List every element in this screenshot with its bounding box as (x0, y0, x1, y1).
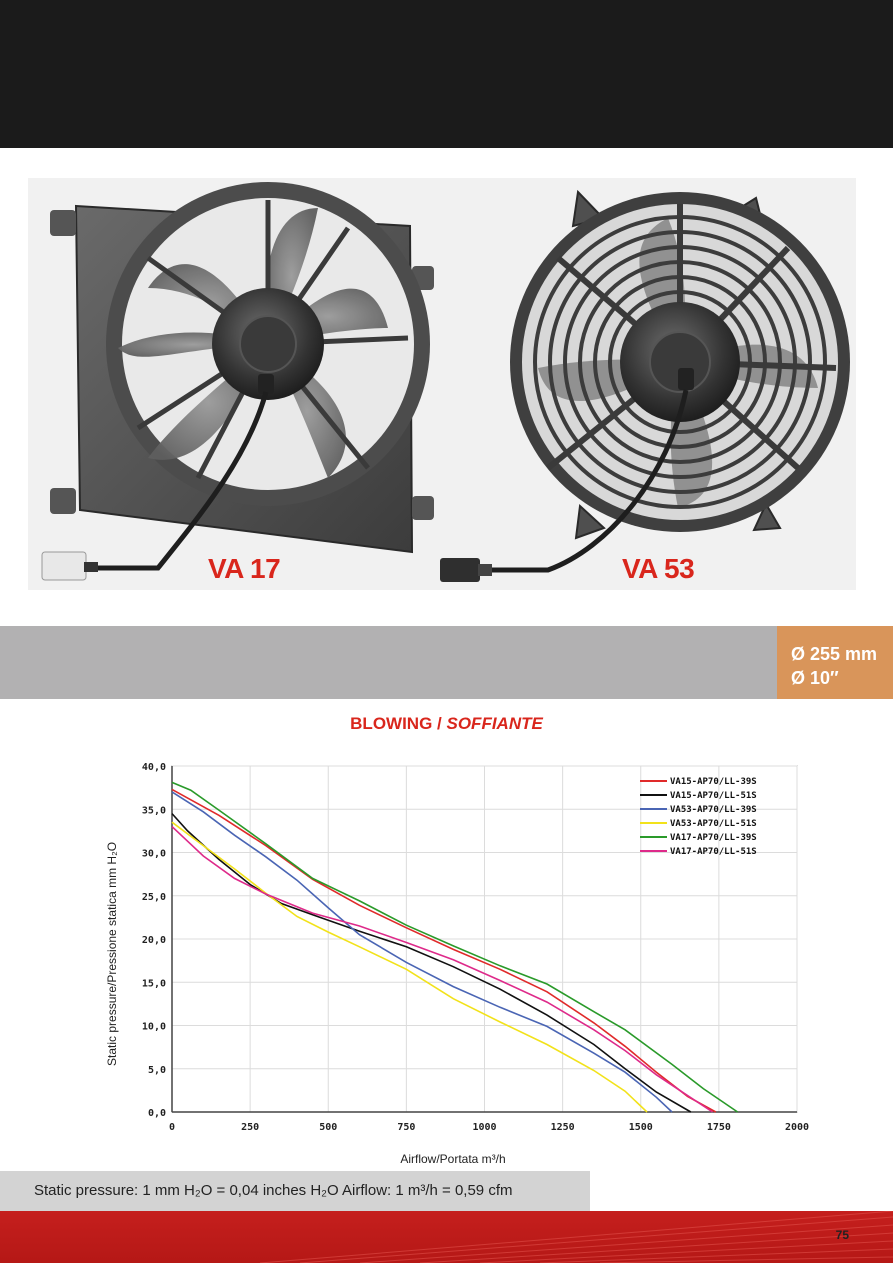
chart-heading-main: BLOWING / (350, 714, 442, 733)
x-tick-label: 1500 (629, 1122, 653, 1133)
series-line (171, 781, 739, 1113)
chart-grid (171, 765, 798, 1113)
series-line (171, 826, 714, 1113)
x-axis-label: Airflow/Portata m³/h (400, 1152, 505, 1166)
y-axis-label: Static pressure/Pressione statica mm H₂O (105, 842, 119, 1066)
model-label-va17: VA 17 (208, 553, 281, 584)
x-tick-label: 750 (397, 1122, 415, 1133)
diameter-imperial: Ø 10″ (791, 668, 839, 688)
x-tick-label: 250 (241, 1122, 259, 1133)
y-tick-label: 20,0 (142, 935, 166, 946)
chart-heading: BLOWING / SOFFIANTE (0, 714, 893, 734)
legend-label: VA53-AP70/LL-51S (670, 819, 757, 829)
header-bar (0, 0, 893, 148)
performance-chart: 0 250 500 750 1000 1250 1500 1750 2000 0,0 5,0 10,… (105, 762, 809, 1166)
y-tick-label: 10,0 (142, 1022, 166, 1033)
red-bar-stripes (259, 1211, 893, 1263)
model-label-va53: VA 53 (622, 553, 695, 584)
legend-label: VA15-AP70/LL-39S (670, 777, 757, 787)
diameter-box: Ø 255 mm Ø 10″ (777, 626, 893, 699)
diameter-metric: Ø 255 mm (791, 644, 878, 664)
product-photo-area (28, 178, 856, 590)
legend-label: VA17-AP70/LL-51S (670, 847, 757, 857)
gray-band (0, 626, 777, 699)
chart-series-lines (171, 781, 739, 1113)
y-tick-label: 35,0 (142, 805, 166, 816)
series-line (171, 813, 692, 1113)
chart-legend: VA15-AP70/LL-39S VA15-AP70/LL-51S VA53-AP7… (640, 777, 757, 857)
x-tick-label: 1250 (551, 1122, 575, 1133)
y-tick-label: 0,0 (148, 1108, 166, 1119)
page-number: 75 (835, 1228, 849, 1242)
chart-heading-italic: SOFFIANTE (446, 714, 543, 733)
x-tick-label: 2000 (785, 1122, 809, 1133)
fan-illustrations (41, 182, 850, 582)
x-tick-label: 1750 (707, 1122, 731, 1133)
y-tick-label: 30,0 (142, 849, 166, 860)
va17-fan-image (41, 182, 434, 581)
series-line (171, 791, 673, 1113)
x-tick-label: 500 (319, 1122, 337, 1133)
conversion-note: Static pressure: 1 mm H₂O = 0,04 inches … (34, 1182, 513, 1199)
y-tick-labels: 0,0 5,0 10,0 15,0 20,0 25,0 30,0 35,0 40,0 (142, 762, 166, 1119)
va53-fan-image (440, 189, 850, 582)
legend-label: VA17-AP70/LL-39S (670, 833, 757, 843)
y-tick-label: 40,0 (142, 762, 166, 773)
x-tick-label: 1000 (472, 1122, 496, 1133)
footer-band (0, 1171, 590, 1211)
legend-label: VA15-AP70/LL-51S (670, 791, 757, 801)
x-tick-labels: 0 250 500 750 1000 1250 1500 1750 2000 (169, 1122, 809, 1133)
series-line (171, 821, 648, 1113)
y-tick-label: 15,0 (142, 978, 166, 989)
y-tick-label: 5,0 (148, 1065, 166, 1076)
y-tick-label: 25,0 (142, 892, 166, 903)
bottom-red-bar (0, 1211, 893, 1263)
legend-label: VA53-AP70/LL-39S (670, 805, 757, 815)
x-tick-label: 0 (169, 1122, 175, 1133)
series-line (171, 788, 717, 1113)
